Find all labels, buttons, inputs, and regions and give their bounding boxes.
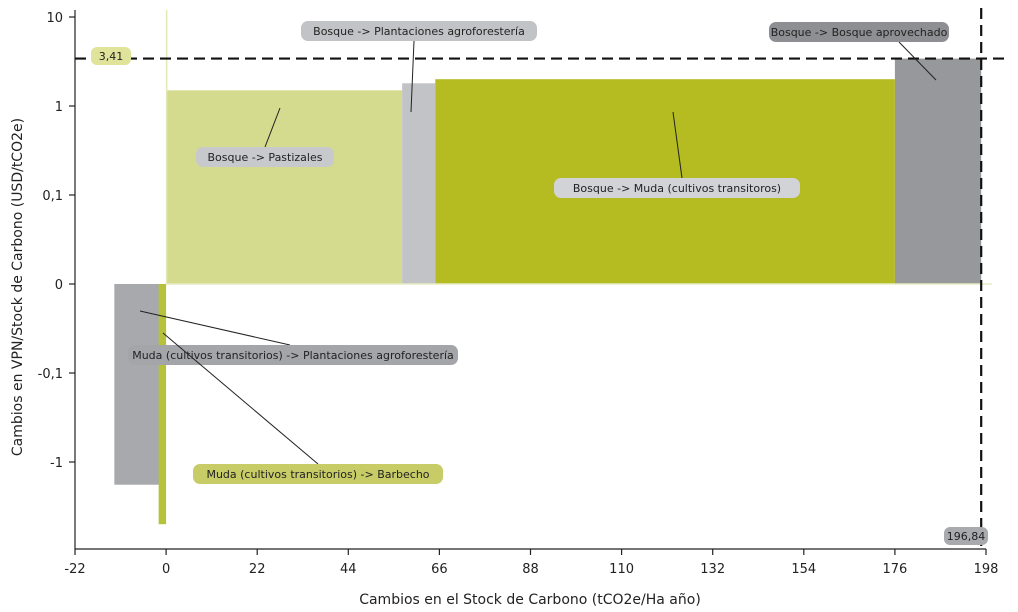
callout-muda-cultivos-transitorios-barbecho-leader (162, 332, 319, 465)
y-tick-label: -1 (50, 456, 63, 471)
y-tick-label: 10 (46, 11, 63, 26)
bar-bosque-bosque-aprovechado (894, 58, 982, 284)
reference-label-horizontal-text: 3,41 (99, 50, 124, 63)
reference-lines-layer: 3,41 196,84 (75, 8, 1005, 549)
annotations-layer: Bosque -> Plantaciones agroforestería Bos… (128, 21, 949, 484)
callout-bosque-pastizales-text: Bosque -> Pastizales (208, 151, 323, 164)
callout-bosque-pastizales-leader (264, 107, 281, 148)
x-axis-title: Cambios en el Stock de Carbono (tCO2e/Ha… (359, 592, 701, 608)
y-tick-label: 0,1 (42, 189, 63, 204)
callout-bosque-muda-cultivos-transitoros-leader (672, 111, 683, 179)
callout-bosque-muda-cultivos-transitoros-bg (554, 178, 800, 198)
reference-label-vertical-bg (944, 527, 988, 545)
x-tick-label: 44 (340, 562, 357, 577)
callout-muda-cultivos-transitorios-barbecho: Muda (cultivos transitorios) -> Barbecho (162, 332, 443, 484)
x-tick-label: 198 (974, 562, 999, 577)
callout-bosque-plantaciones-agroforester-a-bg (301, 21, 537, 41)
reference-label-horizontal-bg (91, 47, 131, 65)
x-tick-label: 176 (882, 562, 907, 577)
callout-bosque-pastizales: Bosque -> Pastizales (196, 107, 334, 167)
callout-bosque-muda-cultivos-transitoros-text: Bosque -> Muda (cultivos transitoros) (573, 182, 781, 195)
bar-muda-cultivos-transitorios-barbecho (158, 284, 167, 525)
bar-muda-cultivos-transitorios-plantaciones-agroforester-a (114, 284, 160, 485)
callout-muda-cultivos-transitorios-plantaciones-agroforester-a-leader (139, 310, 291, 346)
x-tick-label: -22 (64, 562, 85, 577)
callout-muda-cultivos-transitorios-plantaciones-agroforester-a-bg (128, 345, 458, 365)
y-axis-title: Cambios en VPN/Stock de Carbono (USD/tCO… (10, 118, 26, 456)
x-tick-label: 0 (162, 562, 170, 577)
callout-bosque-bosque-aprovechado: Bosque -> Bosque aprovechado (769, 22, 949, 81)
bar-bosque-plantaciones-agroforester-a (402, 83, 436, 284)
callout-bosque-plantaciones-agroforester-a-text: Bosque -> Plantaciones agroforestería (313, 25, 525, 38)
callout-muda-cultivos-transitorios-plantaciones-agroforester-a-text: Muda (cultivos transitorios) -> Plantaci… (132, 349, 454, 362)
callout-bosque-bosque-aprovechado-bg (769, 22, 949, 42)
reference-label-vertical: 196,84 (944, 527, 988, 545)
bars-layer (114, 58, 982, 525)
callout-muda-cultivos-transitorios-plantaciones-agroforester-a: Muda (cultivos transitorios) -> Plantaci… (128, 310, 458, 365)
reference-label-horizontal: 3,41 (91, 47, 131, 65)
bar-bosque-pastizales (166, 90, 403, 284)
callout-bosque-plantaciones-agroforester-a-leader (410, 40, 415, 113)
x-tick-label: 88 (522, 562, 539, 577)
axes-layer: -22 0 22 44 66 88 110 132 154 176 198 10 1 0,1 0 -0,1 -1 (38, 10, 999, 577)
y-tick-label: -0,1 (38, 367, 63, 382)
callout-muda-cultivos-transitorios-barbecho-bg (193, 464, 443, 484)
x-tick-label: 66 (431, 562, 448, 577)
callout-muda-cultivos-transitorios-barbecho-text: Muda (cultivos transitorios) -> Barbecho (206, 468, 429, 481)
x-tick-label: 132 (700, 562, 725, 577)
callout-bosque-muda-cultivos-transitoros: Bosque -> Muda (cultivos transitoros) (554, 111, 800, 198)
callout-bosque-pastizales-bg (196, 147, 334, 167)
x-tick-label: 110 (609, 562, 634, 577)
x-tick-label: 154 (791, 562, 816, 577)
reference-label-vertical-text: 196,84 (947, 530, 986, 543)
x-tick-label: 22 (249, 562, 266, 577)
callout-bosque-plantaciones-agroforester-a: Bosque -> Plantaciones agroforestería (301, 21, 537, 113)
y-tick-label: 0 (55, 278, 63, 293)
callout-bosque-bosque-aprovechado-text: Bosque -> Bosque aprovechado (771, 26, 948, 39)
y-tick-label: 1 (55, 100, 63, 115)
callout-bosque-bosque-aprovechado-leader (898, 41, 937, 81)
